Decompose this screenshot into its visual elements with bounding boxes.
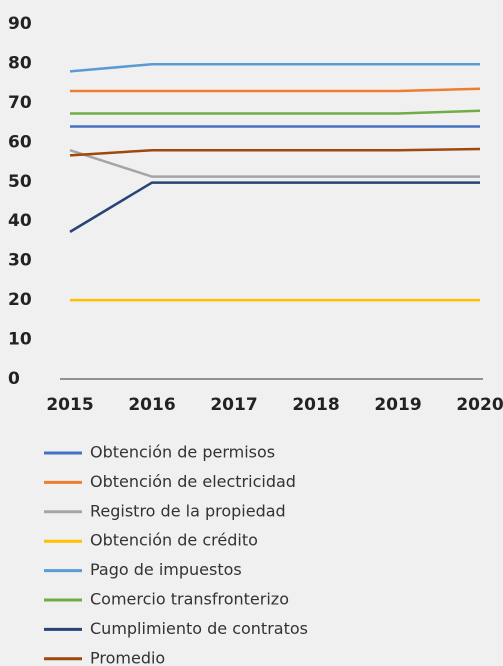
y-tick-label: 40 — [8, 211, 32, 231]
y-tick-label: 0 — [8, 369, 20, 389]
legend-label: Obtención de permisos — [90, 443, 275, 462]
legend-label: Registro de la propiedad — [90, 501, 286, 520]
y-tick-label: 70 — [8, 93, 32, 113]
legend-label: Cumplimiento de contratos — [90, 619, 308, 638]
x-tick-label: 2017 — [210, 395, 257, 415]
series-line — [69, 149, 480, 178]
legend-label: Comercio transfronterizo — [90, 590, 289, 609]
legend-label: Obtención de electricidad — [90, 472, 296, 491]
y-tick-label: 30 — [8, 251, 32, 271]
y-tick-label: 60 — [8, 132, 32, 152]
x-tick-label: 2018 — [292, 395, 339, 415]
series-line — [70, 109, 481, 115]
y-tick-label: 20 — [8, 290, 32, 310]
x-tick-label: 2015 — [46, 395, 93, 415]
y-tick-label: 50 — [8, 172, 32, 192]
x-tick-label: 2019 — [374, 395, 421, 415]
y-tick-label: 90 — [8, 14, 32, 34]
x-tick-label: 2016 — [128, 395, 175, 415]
series-line — [69, 147, 481, 157]
series-line — [70, 87, 481, 93]
y-tick-label: 80 — [8, 53, 32, 73]
legend-label: Obtención de crédito — [90, 531, 258, 550]
series-line — [69, 181, 480, 233]
x-tick-label: 2020 — [456, 395, 503, 415]
legend-label: Pago de impuestos — [90, 560, 242, 579]
legend-label: Promedio — [90, 648, 165, 666]
series-line — [69, 62, 480, 73]
y-tick-label: 10 — [8, 330, 32, 350]
